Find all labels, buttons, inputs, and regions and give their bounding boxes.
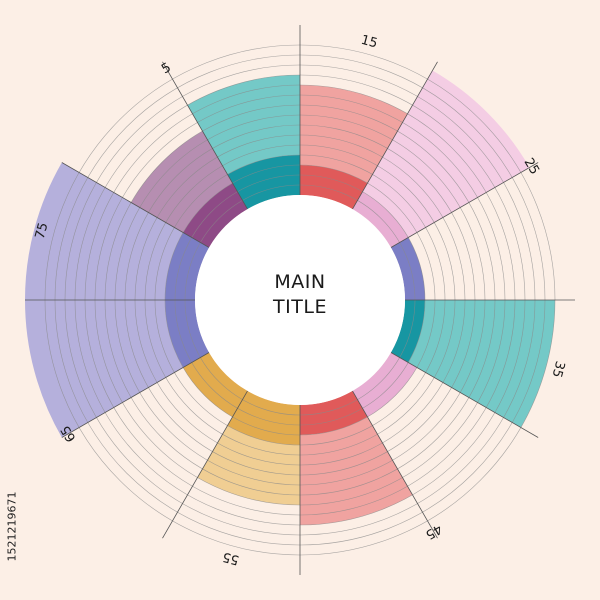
grid-spoke-150 (352, 390, 438, 539)
sector-3-inner (390, 300, 425, 363)
sector-1-outer (362, 70, 530, 238)
sector-8-outer (25, 300, 184, 438)
center-disc (195, 195, 405, 405)
sector-3-outer (408, 300, 555, 428)
grid-spoke-330 (162, 61, 248, 210)
main-title: MAIN TITLE (200, 270, 400, 320)
sector-9-outer (25, 162, 184, 300)
title-line-2: TITLE (273, 296, 327, 318)
sector-1-inner (352, 191, 409, 248)
angle-label-5: 5 (159, 60, 174, 77)
sector-6-inner (227, 390, 300, 445)
angle-label-25: 25 (521, 156, 542, 178)
sector-10-outer (131, 131, 233, 233)
grid-group (25, 25, 575, 575)
sector-6-outer (197, 425, 300, 505)
angle-label-75: 75 (33, 221, 52, 241)
grid-spoke-240 (61, 352, 210, 438)
angle-label-45: 45 (423, 521, 445, 542)
sector-10-inner (183, 183, 248, 248)
grid-spoke-300 (61, 162, 210, 248)
angle-label-15: 15 (359, 33, 379, 52)
sector-2-inner (390, 237, 425, 300)
angle-labels-group: 15 25 35 45 55 65 75 5 (33, 33, 568, 568)
sector-11-outer (187, 75, 300, 175)
sector-11-inner (227, 155, 300, 210)
angle-label-55: 55 (221, 549, 241, 568)
sectors-group (25, 70, 555, 525)
title-line-1: MAIN (274, 271, 326, 293)
sector-0-outer (300, 85, 408, 184)
grid-spoke-30 (352, 61, 438, 210)
grid-spoke-210 (162, 390, 248, 539)
grid-spoke-120 (390, 352, 539, 438)
grid-spoke-60 (390, 162, 539, 248)
angle-label-35: 35 (549, 359, 568, 379)
angle-label-65: 65 (58, 423, 79, 445)
side-credit-text: 1521219671 (5, 491, 19, 562)
sector-4-inner (352, 352, 417, 417)
sector-7-inner (183, 352, 248, 417)
